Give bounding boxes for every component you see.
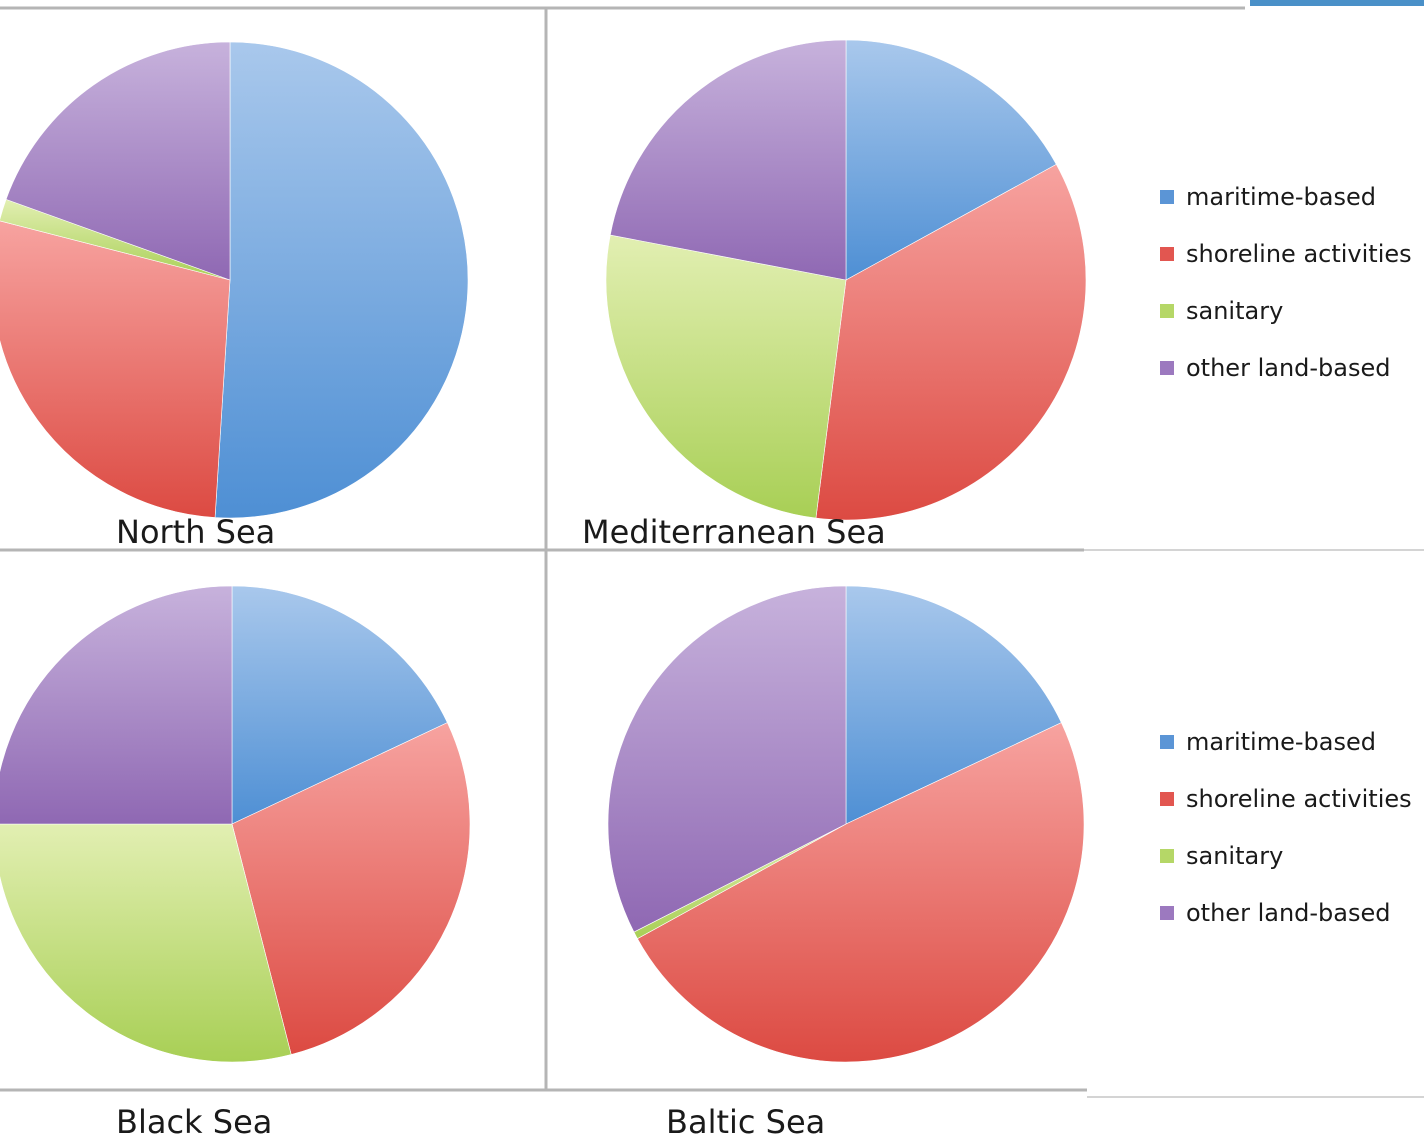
pie-baltic-sea bbox=[607, 585, 1085, 1063]
legend-label: maritime-based bbox=[1186, 727, 1376, 756]
legend-label: other land-based bbox=[1186, 353, 1391, 382]
pie-slice-mediterranean-sea-maritime-based bbox=[845, 39, 1057, 281]
legend-item-maritime: maritime-based bbox=[1160, 713, 1424, 770]
legend-label: maritime-based bbox=[1186, 182, 1376, 211]
legend-label: shoreline activities bbox=[1186, 239, 1412, 268]
pie-slice-baltic-sea-other-land-based bbox=[607, 585, 847, 933]
pie-title-black-sea: Black Sea bbox=[116, 1103, 273, 1141]
pie-north-sea bbox=[0, 41, 469, 519]
pies bbox=[0, 39, 1087, 1063]
legend-swatch-shoreline bbox=[1160, 246, 1174, 261]
pie-slice-baltic-sea-shoreline-activities bbox=[637, 722, 1085, 1063]
pie-slice-black-sea-maritime-based bbox=[231, 585, 448, 825]
legend-swatch-shoreline bbox=[1160, 791, 1174, 806]
legend-swatch-other-land bbox=[1160, 905, 1174, 920]
legend-item-other-land: other land-based bbox=[1160, 339, 1424, 396]
pie-mediterranean-sea bbox=[605, 39, 1087, 521]
legend-top: maritime-based shoreline activities sani… bbox=[1160, 168, 1424, 396]
legend-swatch-sanitary bbox=[1160, 848, 1174, 863]
legend-swatch-other-land bbox=[1160, 360, 1174, 375]
legend-label: sanitary bbox=[1186, 841, 1284, 870]
pie-slice-north-sea-maritime-based bbox=[214, 41, 469, 519]
legend-item-sanitary: sanitary bbox=[1160, 827, 1424, 884]
pie-black-sea bbox=[0, 585, 471, 1063]
pie-slice-baltic-sea-maritime-based bbox=[845, 585, 1062, 825]
panel-grid bbox=[0, 6, 1424, 1098]
legend-swatch-maritime bbox=[1160, 734, 1174, 749]
pie-title-mediterranean-sea: Mediterranean Sea bbox=[582, 513, 886, 551]
legend-bottom: maritime-based shoreline activities sani… bbox=[1160, 713, 1424, 941]
legend-item-sanitary: sanitary bbox=[1160, 282, 1424, 339]
pie-slice-mediterranean-sea-sanitary bbox=[605, 234, 847, 519]
pie-slice-black-sea-shoreline-activities bbox=[231, 722, 471, 1055]
pie-slice-black-sea-other-land-based bbox=[0, 585, 233, 825]
legend-label: other land-based bbox=[1186, 898, 1391, 927]
legend-item-other-land: other land-based bbox=[1160, 884, 1424, 941]
pie-slice-black-sea-sanitary bbox=[0, 823, 292, 1063]
top-accent-bar bbox=[1250, 0, 1424, 6]
legend-item-maritime: maritime-based bbox=[1160, 168, 1424, 225]
pie-title-baltic-sea: Baltic Sea bbox=[666, 1103, 826, 1141]
legend-label: sanitary bbox=[1186, 296, 1284, 325]
legend-item-shoreline: shoreline activities bbox=[1160, 770, 1424, 827]
pie-slice-north-sea-shoreline-activities bbox=[0, 220, 231, 518]
pie-slice-mediterranean-sea-other-land-based bbox=[609, 39, 847, 281]
legend-item-shoreline: shoreline activities bbox=[1160, 225, 1424, 282]
pie-title-north-sea: North Sea bbox=[116, 513, 276, 551]
legend-label: shoreline activities bbox=[1186, 784, 1412, 813]
legend-swatch-maritime bbox=[1160, 189, 1174, 204]
legend-swatch-sanitary bbox=[1160, 303, 1174, 318]
pie-slice-north-sea-other-land-based bbox=[5, 41, 231, 281]
pie-slice-mediterranean-sea-shoreline-activities bbox=[815, 163, 1087, 521]
